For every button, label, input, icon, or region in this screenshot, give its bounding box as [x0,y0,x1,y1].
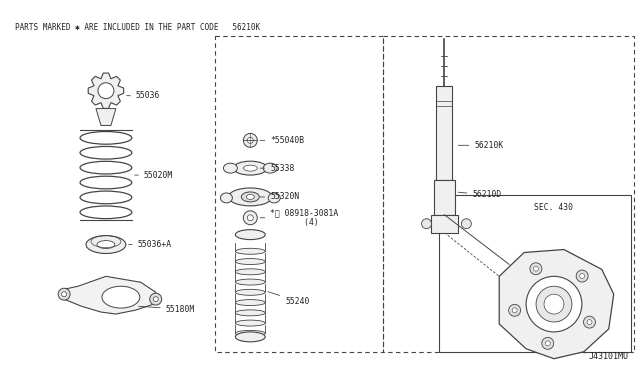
Text: *55040B: *55040B [260,136,305,145]
Text: 55020M: 55020M [134,171,173,180]
Text: 55240: 55240 [268,292,310,305]
Circle shape [536,286,572,322]
Ellipse shape [236,289,265,295]
Ellipse shape [220,193,232,203]
Ellipse shape [243,165,257,171]
Ellipse shape [241,192,259,202]
Circle shape [545,341,550,346]
Circle shape [243,211,257,225]
Ellipse shape [268,193,280,203]
Circle shape [247,137,253,143]
Circle shape [544,294,564,314]
Ellipse shape [236,279,265,285]
Circle shape [247,215,253,221]
Ellipse shape [236,299,265,305]
Circle shape [509,304,520,316]
Circle shape [98,83,114,99]
Text: 55338: 55338 [260,164,294,173]
Bar [216,36,383,352]
Bar [436,86,452,180]
Bar [383,36,634,352]
Text: J43101MU: J43101MU [589,352,628,361]
Polygon shape [88,73,124,108]
Ellipse shape [102,286,140,308]
Circle shape [512,308,517,313]
Circle shape [533,266,538,271]
Circle shape [580,273,584,279]
Ellipse shape [236,332,265,342]
Circle shape [576,270,588,282]
Polygon shape [499,250,614,359]
Text: 56210D: 56210D [458,190,502,199]
Circle shape [587,320,592,325]
Text: 56210K: 56210K [458,141,504,150]
Polygon shape [96,109,116,125]
Text: 55320N: 55320N [260,192,300,201]
Ellipse shape [236,330,265,336]
Ellipse shape [263,163,277,173]
Text: 55180M: 55180M [139,305,195,314]
Circle shape [422,219,431,229]
Circle shape [150,293,162,305]
Text: PARTS MARKED ✱ ARE INCLUDED IN THE PART CODE   56210K: PARTS MARKED ✱ ARE INCLUDED IN THE PART … [15,23,260,32]
Ellipse shape [236,269,265,275]
Text: 55036: 55036 [127,91,160,100]
Bar [433,180,456,215]
Circle shape [530,263,542,275]
Ellipse shape [236,248,265,254]
Circle shape [461,219,471,229]
Ellipse shape [228,188,272,206]
Ellipse shape [236,320,265,326]
Circle shape [584,316,595,328]
Circle shape [526,276,582,332]
Text: *① 08918-3081A
       (4): *① 08918-3081A (4) [260,208,339,227]
Text: SEC. 430: SEC. 430 [534,203,573,212]
Text: 55036+A: 55036+A [129,240,172,249]
Ellipse shape [223,163,237,173]
Ellipse shape [246,195,254,199]
Ellipse shape [236,259,265,264]
Polygon shape [64,276,156,314]
Bar [431,215,458,232]
Ellipse shape [234,161,268,175]
Circle shape [153,296,158,302]
Ellipse shape [97,241,115,248]
Circle shape [61,292,67,296]
Ellipse shape [236,310,265,316]
Bar [440,195,630,352]
Ellipse shape [236,230,265,240]
Circle shape [542,337,554,349]
Circle shape [243,134,257,147]
Ellipse shape [86,235,126,253]
Circle shape [58,288,70,300]
